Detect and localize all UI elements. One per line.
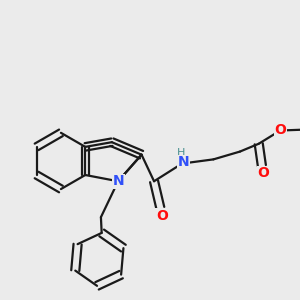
Text: O: O <box>275 123 286 137</box>
Text: O: O <box>257 167 269 180</box>
Text: N: N <box>112 174 124 188</box>
Text: H: H <box>176 148 185 158</box>
Text: N: N <box>178 155 190 170</box>
Text: O: O <box>156 208 168 223</box>
